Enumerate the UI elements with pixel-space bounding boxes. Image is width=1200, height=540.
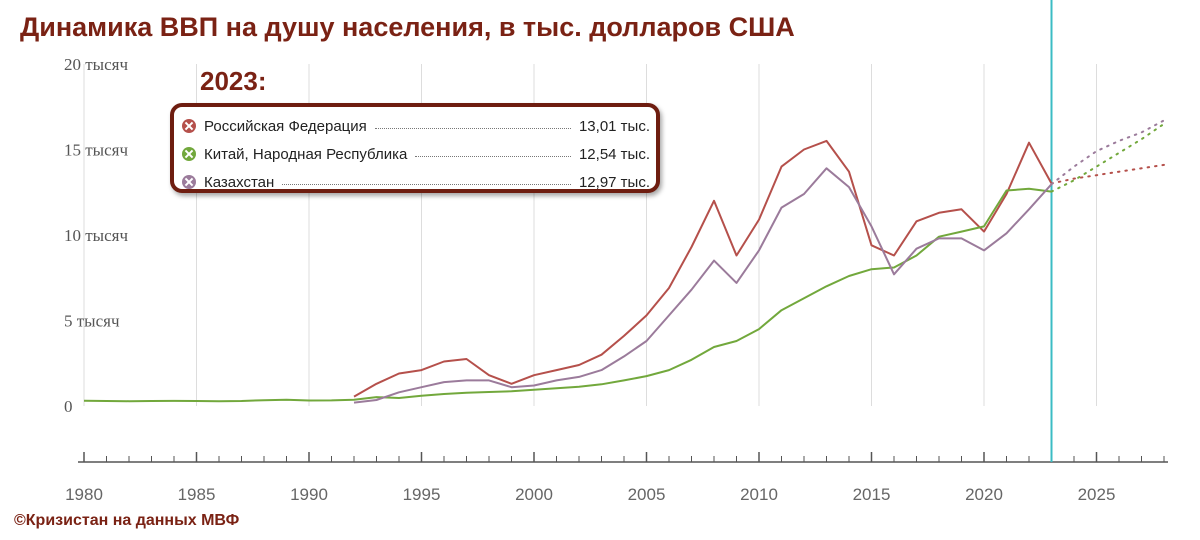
legend-leader — [374, 127, 571, 129]
x-tick-label: 1980 — [65, 485, 103, 504]
legend-box: Российская Федерация 13,01 тыс. Китай, Н… — [170, 103, 660, 193]
legend-leader — [282, 183, 571, 185]
x-tick-label: 2005 — [628, 485, 666, 504]
legend-value: 12,54 тыс. — [578, 145, 650, 163]
legend-item-russia[interactable]: Российская Федерация 13,01 тыс. — [182, 114, 650, 138]
series-lines — [83, 119, 1165, 404]
legend-value: 12,97 тыс. — [578, 173, 650, 191]
legend-label: Казахстан — [204, 173, 275, 191]
x-tick-label: 2010 — [740, 485, 778, 504]
series-line-2 — [353, 167, 1053, 404]
x-tick-label: 2000 — [515, 485, 553, 504]
remove-series-icon[interactable] — [182, 119, 196, 133]
x-tick-label: 2020 — [965, 485, 1003, 504]
legend-label: Российская Федерация — [204, 117, 367, 135]
x-tick-label: 1990 — [290, 485, 328, 504]
chart-title: Динамика ВВП на душу населения, в тыс. д… — [20, 12, 795, 42]
legend-item-china[interactable]: Китай, Народная Республика 12,54 тыс. — [182, 142, 650, 166]
remove-series-icon[interactable] — [182, 147, 196, 161]
series-forecast-1 — [1050, 122, 1165, 193]
x-tick-label: 1985 — [178, 485, 216, 504]
y-axis: 0 5 тысяч 10 тысяч 15 тысяч 20 тысяч — [64, 55, 128, 416]
y-tick-label: 0 — [64, 397, 73, 416]
remove-series-icon[interactable] — [182, 175, 196, 189]
x-tick-label: 1995 — [403, 485, 441, 504]
legend-leader — [415, 155, 571, 157]
y-tick-label: 5 тысяч — [64, 312, 120, 331]
y-tick-label: 15 тысяч — [64, 141, 128, 160]
x-tick-label: 2015 — [853, 485, 891, 504]
y-tick-label: 20 тысяч — [64, 55, 128, 74]
legend-value: 13,01 тыс. — [578, 117, 650, 135]
series-line-1 — [83, 187, 1052, 403]
y-tick-label: 10 тысяч — [64, 226, 128, 245]
series-forecast-2 — [1050, 119, 1165, 186]
series-line-0 — [353, 139, 1053, 398]
x-axis: 1980 1985 1990 1995 2000 2005 2010 2015 2020 2025 — [65, 452, 1168, 504]
legend-label: Китай, Народная Республика — [204, 145, 408, 163]
x-tick-label: 2025 — [1078, 485, 1116, 504]
legend-item-kazakhstan[interactable]: Казахстан 12,97 тыс. — [182, 170, 650, 194]
source-credit: ©Кризистан на данных МВФ — [14, 512, 240, 529]
legend-year: 2023: — [200, 66, 267, 96]
series-forecast-0 — [1050, 163, 1165, 185]
